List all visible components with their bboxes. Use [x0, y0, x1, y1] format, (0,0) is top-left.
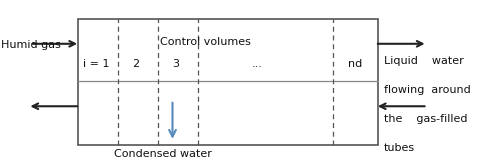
Text: tubes: tubes	[384, 143, 415, 153]
Text: Condensed water: Condensed water	[114, 149, 212, 159]
Text: Liquid    water: Liquid water	[384, 56, 464, 66]
Text: flowing  around: flowing around	[384, 85, 471, 95]
Text: the    gas-filled: the gas-filled	[384, 114, 468, 124]
Text: 2: 2	[132, 59, 140, 69]
Text: Humid gas: Humid gas	[1, 40, 61, 50]
Text: nd: nd	[348, 59, 362, 69]
Text: i = 1: i = 1	[83, 59, 109, 69]
Text: 3: 3	[172, 59, 180, 69]
Text: Control volumes: Control volumes	[160, 37, 250, 47]
Text: ...: ...	[252, 59, 263, 69]
